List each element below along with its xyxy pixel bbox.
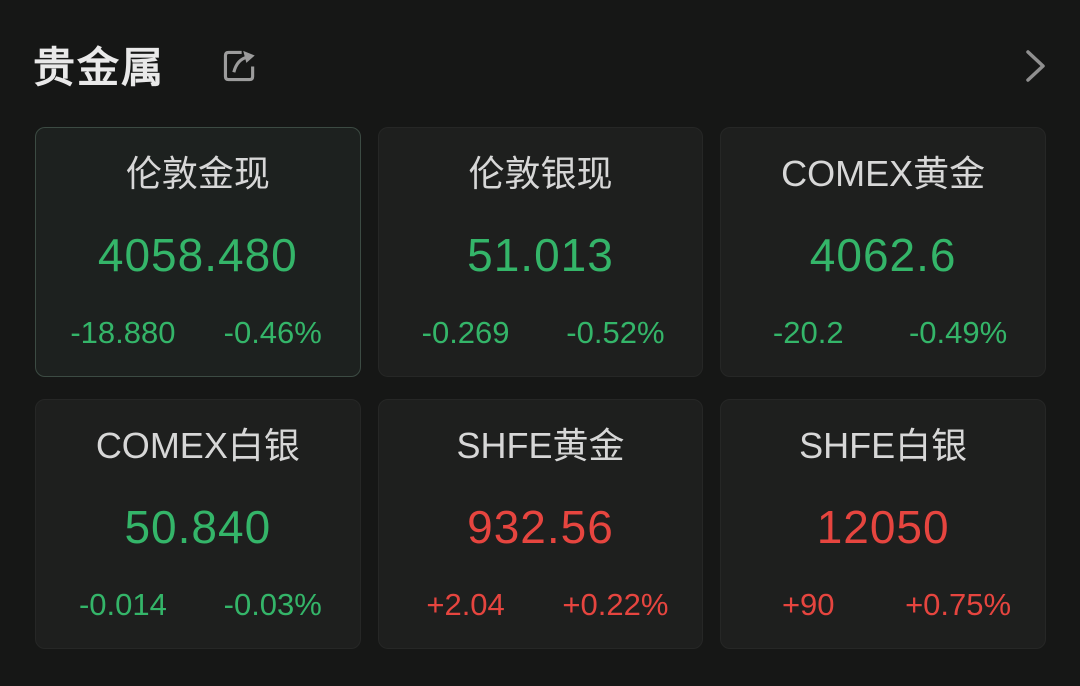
last-price: 12050 — [816, 501, 950, 554]
last-price: 932.56 — [467, 501, 614, 554]
change-row: -0.014 -0.03% — [48, 589, 348, 620]
quote-card-comex-gold[interactable]: COMEX黄金 4062.6 -20.2 -0.49% — [720, 127, 1046, 377]
quote-card-comex-silver[interactable]: COMEX白银 50.840 -0.014 -0.03% — [35, 399, 361, 649]
last-price: 4058.480 — [97, 229, 298, 282]
share-button[interactable] — [215, 43, 261, 94]
change-value: -0.269 — [421, 315, 510, 350]
change-percent: -0.52% — [566, 315, 665, 350]
instrument-name: COMEX白银 — [95, 425, 300, 466]
chevron-right-icon — [1020, 45, 1050, 92]
instrument-name: 伦敦银现 — [468, 153, 613, 194]
quote-grid: 伦敦金现 4058.480 -18.880 -0.46% 伦敦银现 51.013… — [35, 127, 1046, 649]
last-price: 51.013 — [467, 229, 614, 282]
share-icon — [215, 43, 261, 94]
instrument-name: SHFE白银 — [799, 425, 968, 466]
last-price: 4062.6 — [809, 229, 957, 282]
instrument-name: SHFE黄金 — [456, 425, 625, 466]
change-value: -18.880 — [70, 315, 176, 350]
section-expand-button[interactable] — [1020, 45, 1050, 92]
quote-card-shfe-gold[interactable]: SHFE黄金 932.56 +2.04 +0.22% — [377, 399, 704, 649]
change-percent: -0.49% — [908, 315, 1008, 350]
change-row: +90 +0.75% — [733, 589, 1033, 620]
page-title: 贵金属 — [33, 44, 166, 91]
change-row: -18.880 -0.46% — [48, 317, 348, 348]
change-row: +2.04 +0.22% — [391, 589, 691, 620]
change-percent: -0.03% — [223, 587, 322, 622]
instrument-name: COMEX黄金 — [781, 153, 986, 194]
quote-card-london-silver[interactable]: 伦敦银现 51.013 -0.269 -0.52% — [377, 127, 704, 377]
instrument-name: 伦敦金现 — [125, 153, 270, 194]
change-percent: +0.22% — [562, 587, 669, 622]
section-header: 贵金属 — [0, 0, 1080, 98]
change-value: -20.2 — [772, 315, 844, 350]
quote-card-shfe-silver[interactable]: SHFE白银 12050 +90 +0.75% — [720, 399, 1046, 649]
change-percent: +0.75% — [905, 587, 1012, 622]
change-value: -0.014 — [78, 587, 167, 622]
change-percent: -0.46% — [223, 315, 322, 350]
last-price: 50.840 — [124, 501, 272, 554]
quote-card-london-gold[interactable]: 伦敦金现 4058.480 -18.880 -0.46% — [35, 127, 361, 377]
change-row: -0.269 -0.52% — [391, 317, 691, 348]
change-row: -20.2 -0.49% — [733, 317, 1033, 348]
change-value: +2.04 — [426, 587, 505, 622]
change-value: +90 — [781, 587, 835, 622]
